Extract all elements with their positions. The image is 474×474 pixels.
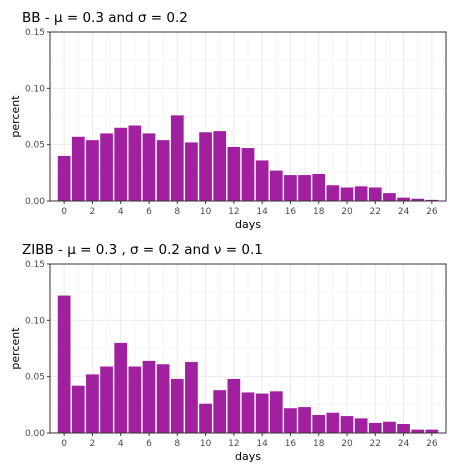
chart1-bar bbox=[241, 148, 255, 201]
chart2-panel-border bbox=[49, 263, 447, 434]
chart1-bar bbox=[185, 142, 198, 201]
chart2-bar bbox=[128, 366, 142, 433]
chart1-x-tick-label: 10 bbox=[200, 207, 212, 217]
chart1-bar bbox=[312, 173, 326, 201]
chart2-x-tick-label: 8 bbox=[174, 439, 180, 449]
chart1-x-tick-label: 12 bbox=[228, 207, 239, 217]
chart1-x-tick-label: 20 bbox=[341, 207, 353, 217]
chart2-bar bbox=[142, 360, 156, 433]
chart2-bar bbox=[326, 412, 340, 433]
chart1-bar bbox=[227, 146, 241, 201]
chart2-bar bbox=[71, 385, 85, 433]
chart2-y-tick-label: 0.00 bbox=[25, 429, 45, 439]
chart2-bar bbox=[354, 418, 368, 433]
chart2-x-tick-label: 22 bbox=[370, 439, 381, 449]
chart2-bar bbox=[100, 366, 113, 433]
chart1-bar bbox=[368, 187, 382, 201]
chart2-bar bbox=[114, 342, 128, 433]
chart2-x-tick-label: 20 bbox=[341, 439, 353, 449]
chart2-x-tick-label: 26 bbox=[426, 439, 438, 449]
chart1-bar bbox=[383, 193, 396, 201]
chart2-bar bbox=[298, 407, 311, 433]
chart2-bar bbox=[411, 429, 425, 433]
chart1-bar bbox=[114, 127, 128, 201]
chart1-x-tick-label: 26 bbox=[426, 207, 438, 217]
chart2-x-tick-label: 16 bbox=[285, 439, 297, 449]
chart1-y-tick-label: 0.15 bbox=[25, 28, 45, 38]
chart2-bar bbox=[199, 403, 212, 433]
chart1-bar bbox=[411, 198, 425, 201]
chart2-x-tick-label: 6 bbox=[146, 439, 152, 449]
chart2-bar bbox=[397, 423, 410, 433]
chart2-x-tick-label: 4 bbox=[118, 439, 124, 449]
chart1-bar bbox=[142, 133, 156, 201]
chart1-bar bbox=[71, 136, 85, 201]
chart1-bar bbox=[326, 185, 340, 201]
chart2-x-tick-label: 14 bbox=[256, 439, 268, 449]
chart2-bar bbox=[312, 414, 326, 433]
chart1-y-axis-title: percent bbox=[9, 95, 22, 138]
chart1-bar bbox=[298, 175, 311, 201]
chart2-x-tick-label: 0 bbox=[61, 439, 67, 449]
chart1-x-tick-label: 22 bbox=[370, 207, 381, 217]
chart1-bar bbox=[269, 170, 283, 201]
chart2-bar bbox=[340, 416, 354, 433]
chart2-bar bbox=[86, 374, 99, 433]
chart2-x-axis-title: days bbox=[235, 450, 261, 463]
chart1-bar bbox=[284, 175, 297, 201]
chart1-bar bbox=[255, 160, 269, 201]
chart1-x-axis-title: days bbox=[235, 218, 261, 231]
chart2-bar bbox=[425, 429, 439, 433]
chart1-bar bbox=[354, 186, 368, 201]
chart1-bar bbox=[397, 197, 410, 201]
chart2-bar bbox=[170, 378, 184, 433]
chart2-title: ZIBB - μ = 0.3 , σ = 0.2 and ν = 0.1 bbox=[22, 242, 263, 258]
chart1-bar bbox=[425, 199, 439, 201]
chart1-x-tick-label: 2 bbox=[90, 207, 96, 217]
chart2-y-tick-label: 0.05 bbox=[25, 373, 45, 383]
chart2-bar bbox=[269, 391, 283, 433]
chart2-y-tick-label: 0.10 bbox=[25, 316, 45, 326]
chart1-x-tick-label: 24 bbox=[398, 207, 410, 217]
chart2-y-axis-title: percent bbox=[9, 327, 22, 370]
chart1-panel-border bbox=[49, 31, 447, 202]
chart2-bar bbox=[368, 422, 382, 433]
chart1-x-tick-label: 16 bbox=[285, 207, 297, 217]
chart1-y-tick-label: 0.05 bbox=[25, 141, 45, 151]
chart1-bar bbox=[128, 125, 142, 201]
chart2-x-tick-label: 24 bbox=[398, 439, 410, 449]
chart1-bar bbox=[170, 115, 184, 201]
chart1-bar bbox=[199, 132, 212, 201]
chart1-x-tick-label: 0 bbox=[61, 207, 67, 217]
chart2-x-tick-label: 18 bbox=[313, 439, 325, 449]
chart2-y-tick-label: 0.15 bbox=[25, 260, 45, 270]
chart2-bar bbox=[213, 390, 227, 433]
chart1-y-tick-label: 0.10 bbox=[25, 84, 45, 94]
chart2-x-tick-label: 10 bbox=[200, 439, 212, 449]
chart1-x-tick-label: 14 bbox=[256, 207, 268, 217]
chart2-bar bbox=[284, 408, 297, 433]
chart1-x-tick-label: 6 bbox=[146, 207, 152, 217]
chart1-bar bbox=[156, 140, 170, 201]
chart2-x-tick-label: 12 bbox=[228, 439, 239, 449]
chart2-bar bbox=[241, 392, 255, 433]
chart1-x-tick-label: 4 bbox=[118, 207, 124, 217]
chart2-x-tick-label: 2 bbox=[90, 439, 96, 449]
chart1-bar bbox=[340, 187, 354, 201]
chart2-bar bbox=[156, 364, 170, 433]
chart2-bar bbox=[185, 362, 198, 433]
chart2-bar bbox=[227, 378, 241, 433]
chart2-bar bbox=[255, 393, 269, 433]
chart2-bar bbox=[57, 295, 71, 433]
chart1-y-tick-label: 0.00 bbox=[25, 197, 45, 207]
chart1-bar bbox=[57, 155, 71, 201]
chart1-bar bbox=[86, 140, 99, 201]
chart2-bar bbox=[383, 421, 396, 433]
chart1-x-tick-label: 18 bbox=[313, 207, 325, 217]
chart1-title: BB - μ = 0.3 and σ = 0.2 bbox=[22, 10, 188, 26]
chart1-x-tick-label: 8 bbox=[174, 207, 180, 217]
chart1-bar bbox=[213, 131, 227, 201]
chart1-bar bbox=[100, 133, 113, 201]
